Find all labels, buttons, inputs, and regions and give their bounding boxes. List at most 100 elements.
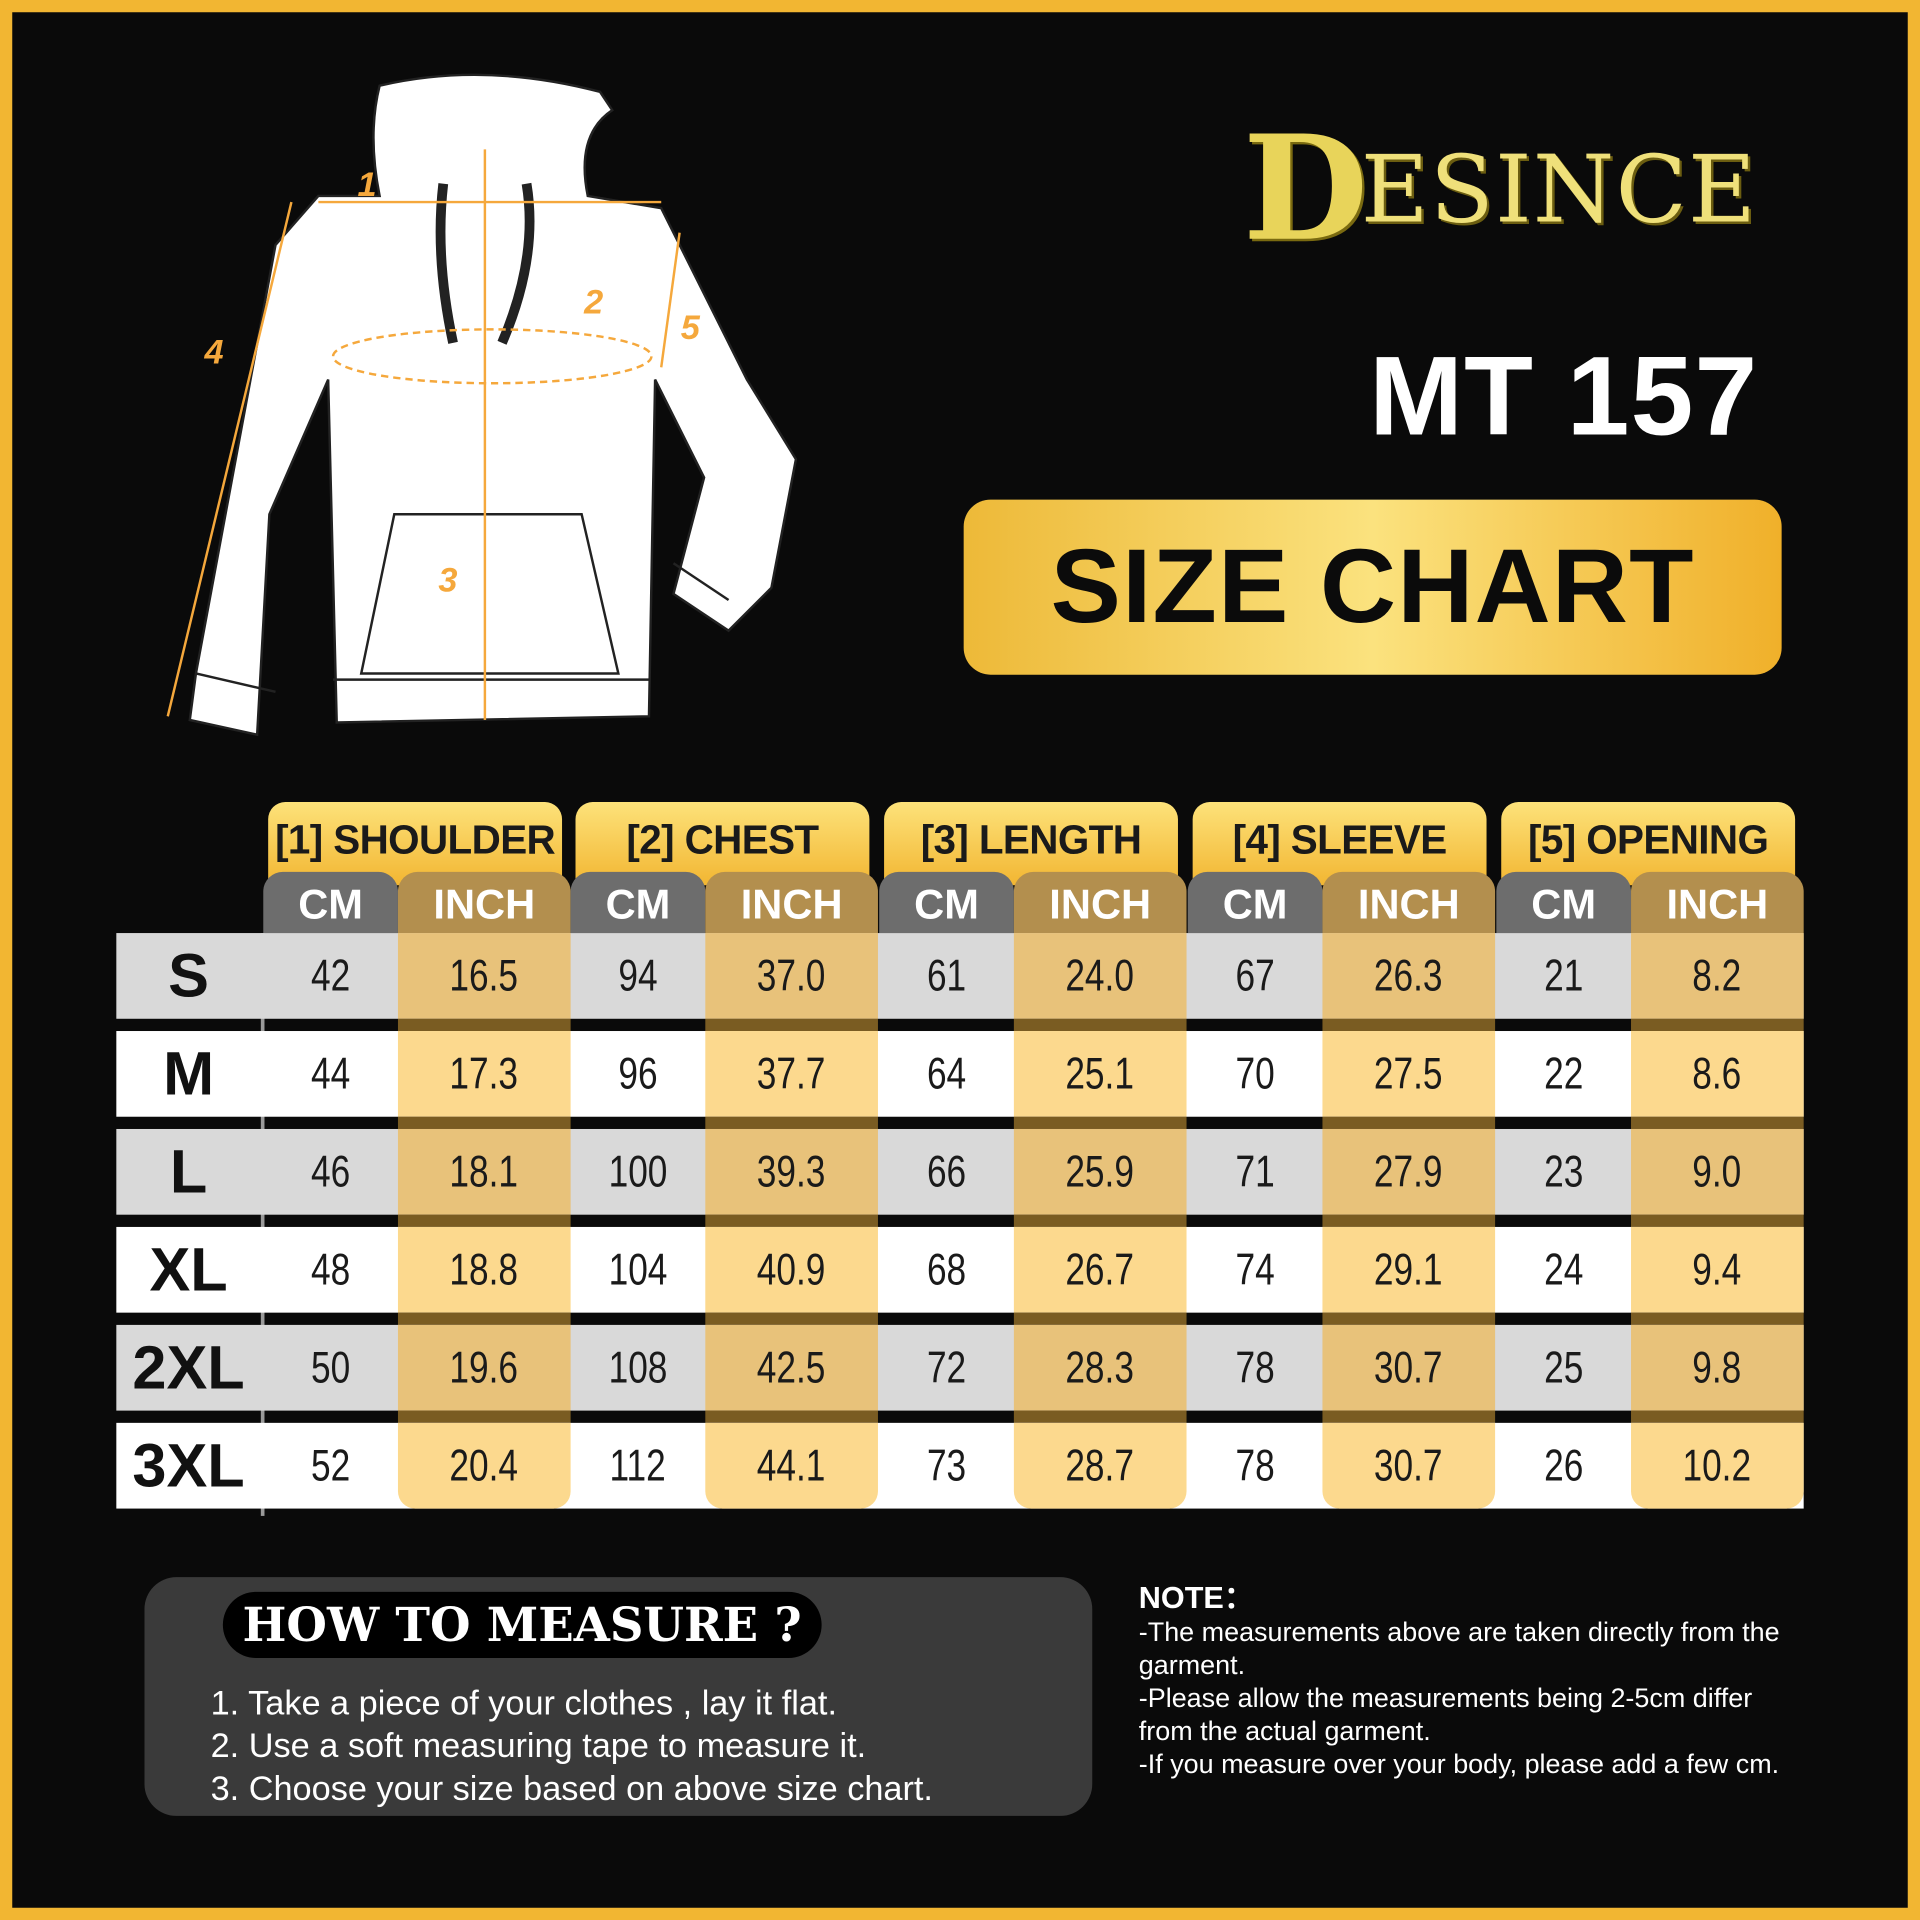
cm-value: 74 (1235, 1244, 1275, 1295)
unit-header-inch: INCH (1322, 871, 1496, 934)
inch-value: 9.8 (1631, 1324, 1804, 1411)
table-row: 3XL 52 20.4 112 44.1 73 28.7 78 30.7 26 10.2 (116, 1422, 1804, 1509)
row-separator (1631, 1214, 1804, 1227)
table-row: XL 48 18.8 104 40.9 68 26.7 74 29.1 24 9.4 (116, 1226, 1804, 1313)
inch-value: 25.9 (1013, 1128, 1187, 1215)
inch-value: 42.5 (705, 1324, 878, 1411)
row-separator (1631, 1410, 1804, 1423)
row-separator (1013, 1116, 1187, 1129)
unit-header-inch: INCH (1631, 871, 1804, 934)
row-separator (1322, 1018, 1496, 1032)
cm-value: 52 (310, 1440, 351, 1491)
row-separator (397, 1410, 571, 1423)
row-separator (705, 1018, 878, 1032)
unit-header-cm: CM (879, 871, 1014, 934)
column-group-header: [4] SLEEVE (1192, 802, 1487, 886)
inch-value: 27.5 (1322, 1031, 1496, 1117)
row-separator (397, 1312, 571, 1325)
cm-value: 66 (926, 1146, 967, 1197)
row-separator (397, 1018, 571, 1032)
cm-value: 22 (1544, 1048, 1584, 1099)
inch-value: 39.3 (705, 1128, 878, 1215)
inch-value: 20.4 (397, 1422, 571, 1509)
cm-value: 72 (926, 1342, 967, 1393)
size-label: M (163, 1039, 215, 1109)
cm-value: 26 (1544, 1440, 1584, 1491)
table-row: L 46 18.1 100 39.3 66 25.9 71 27.9 23 9.0 (116, 1128, 1804, 1215)
inch-value: 29.1 (1322, 1226, 1496, 1313)
row-separator (1322, 1116, 1496, 1129)
table-row: M 44 17.3 96 37.7 64 25.1 70 27.5 22 8.6 (116, 1031, 1804, 1117)
inch-value: 44.1 (705, 1422, 878, 1509)
inch-value: 16.5 (397, 933, 571, 1019)
model-number: MT 157 (1369, 334, 1759, 460)
cm-value: 64 (926, 1048, 967, 1099)
label-2: 2 (583, 283, 603, 321)
cm-value: 104 (608, 1244, 668, 1295)
label-5: 5 (681, 309, 701, 347)
row-separator (705, 1312, 878, 1325)
size-chart-banner: SIZE CHART (963, 499, 1782, 675)
unit-header-inch: INCH (705, 871, 878, 934)
note-line: -The measurements above are taken direct… (1138, 1616, 1780, 1681)
cm-value: 68 (926, 1244, 967, 1295)
cm-value: 112 (609, 1440, 667, 1491)
cm-value: 108 (608, 1342, 668, 1393)
inch-value: 25.1 (1013, 1031, 1187, 1117)
note-line: -If you measure over your body, please a… (1138, 1748, 1780, 1780)
inch-value: 26.7 (1013, 1226, 1187, 1313)
cm-value: 100 (608, 1146, 668, 1197)
step: 1. Take a piece of your clothes , lay it… (210, 1683, 837, 1722)
row-separator (1322, 1312, 1496, 1325)
unit-header-inch: INCH (1013, 871, 1187, 934)
inch-value: 40.9 (705, 1226, 878, 1313)
note: NOTE： -The measurements above are taken … (1138, 1581, 1800, 1780)
table-row: S 42 16.5 94 37.0 61 24.0 67 26.3 21 8.2 (116, 933, 1804, 1019)
row-separator (1631, 1116, 1804, 1129)
inch-value: 18.1 (397, 1128, 571, 1215)
cm-value: 70 (1235, 1048, 1275, 1099)
cm-value: 25 (1544, 1342, 1584, 1393)
row-separator (1013, 1018, 1187, 1032)
size-label: 2XL (132, 1333, 245, 1403)
unit-header-cm: CM (1496, 871, 1632, 934)
cm-value: 24 (1544, 1244, 1584, 1295)
column-group-header: [1] SHOULDER (268, 802, 563, 886)
row-separator (1322, 1214, 1496, 1227)
row-separator (1013, 1214, 1187, 1227)
inch-value: 10.2 (1631, 1422, 1804, 1509)
cm-value: 78 (1235, 1342, 1275, 1393)
inch-value: 19.6 (397, 1324, 571, 1411)
divider (260, 933, 265, 1516)
cm-value: 48 (310, 1244, 351, 1295)
row-separator (705, 1214, 878, 1227)
cm-value: 61 (926, 950, 967, 1001)
cm-value: 21 (1544, 950, 1584, 1001)
row-separator (1631, 1312, 1804, 1325)
size-label: 3XL (132, 1431, 245, 1501)
note-line: -Please allow the measurements being 2-5… (1138, 1682, 1753, 1747)
inch-value: 17.3 (397, 1031, 571, 1117)
cm-value: 23 (1544, 1146, 1584, 1197)
row-separator (705, 1410, 878, 1423)
hoodie-illustration: 1 2 3 4 5 (166, 73, 798, 737)
cm-value: 73 (926, 1440, 967, 1491)
cm-value: 94 (618, 950, 658, 1001)
inch-value: 18.8 (397, 1226, 571, 1313)
table-row: 2XL 50 19.6 108 42.5 72 28.3 78 30.7 25 9.8 (116, 1324, 1804, 1411)
row-separator (397, 1116, 571, 1129)
row-separator (1322, 1410, 1496, 1423)
inch-value: 28.7 (1013, 1422, 1187, 1509)
cm-value: 71 (1235, 1146, 1275, 1197)
cm-value: 96 (618, 1048, 658, 1099)
inch-value: 30.7 (1322, 1422, 1496, 1509)
label-4: 4 (203, 334, 223, 372)
row-separator (1013, 1312, 1187, 1325)
inch-value: 37.0 (705, 933, 878, 1019)
inch-value: 8.6 (1631, 1031, 1804, 1117)
inch-value: 8.2 (1631, 933, 1804, 1019)
column-group-header: [3] LENGTH (884, 802, 1178, 886)
row-separator (1631, 1018, 1804, 1032)
unit-header-cm: CM (263, 871, 398, 934)
